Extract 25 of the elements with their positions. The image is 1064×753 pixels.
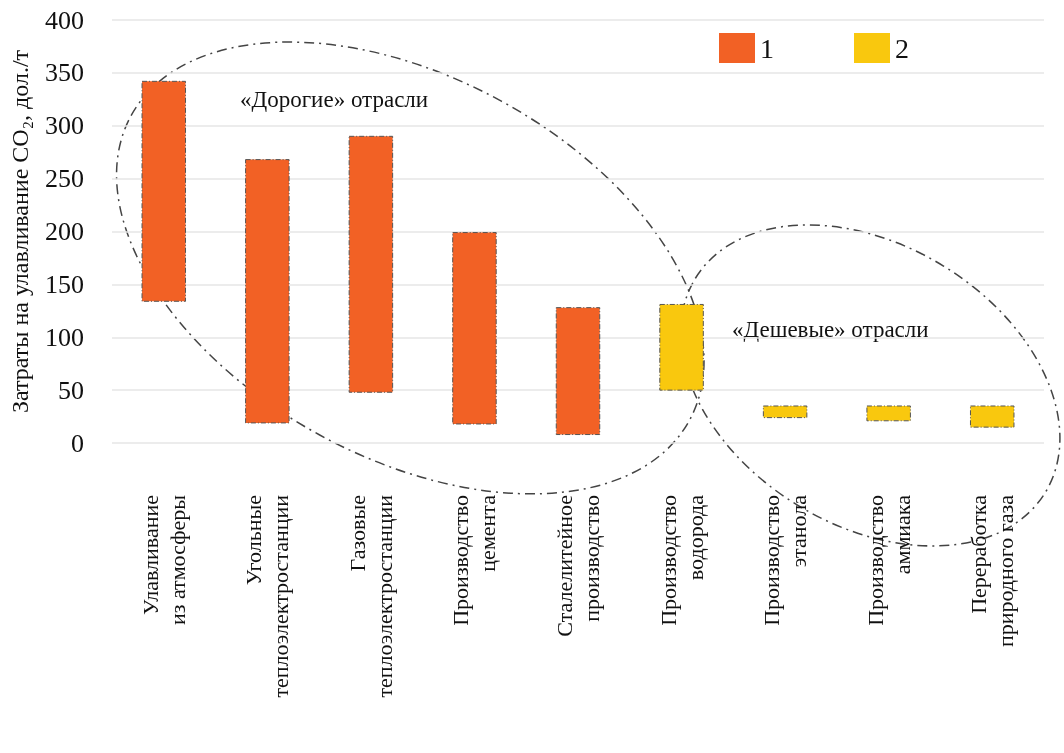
bar xyxy=(659,303,704,391)
x-tick-label: Улавливание из атмосферы xyxy=(137,494,190,626)
y-tick-label: 350 xyxy=(45,58,84,88)
bar xyxy=(348,135,394,393)
y-tick-label: 50 xyxy=(58,375,84,405)
bar xyxy=(452,232,497,425)
y-tick-label: 200 xyxy=(45,217,84,246)
bar xyxy=(141,80,187,302)
y-tick-label: 400 xyxy=(45,5,84,35)
annotation: «Дешевые» отрасли xyxy=(732,317,929,342)
legend-label: 1 xyxy=(760,32,774,64)
y-tick-label: 150 xyxy=(45,269,84,299)
annotation: «Дорогие» отрасли xyxy=(240,87,429,112)
bar xyxy=(969,405,1015,428)
y-axis-title: Затраты на улавливание CO₂, дол./т xyxy=(7,49,33,414)
bar xyxy=(866,405,911,422)
y-tick-label: 100 xyxy=(45,322,84,352)
bar xyxy=(245,159,290,424)
y-tick-label: 250 xyxy=(45,164,84,194)
bar xyxy=(555,307,601,436)
y-tick-label: 0 xyxy=(71,428,84,458)
bar xyxy=(762,405,808,419)
x-tick-label: Производство этанола xyxy=(759,494,812,626)
legend-label: 2 xyxy=(895,32,909,64)
y-tick-label: 300 xyxy=(45,111,84,141)
